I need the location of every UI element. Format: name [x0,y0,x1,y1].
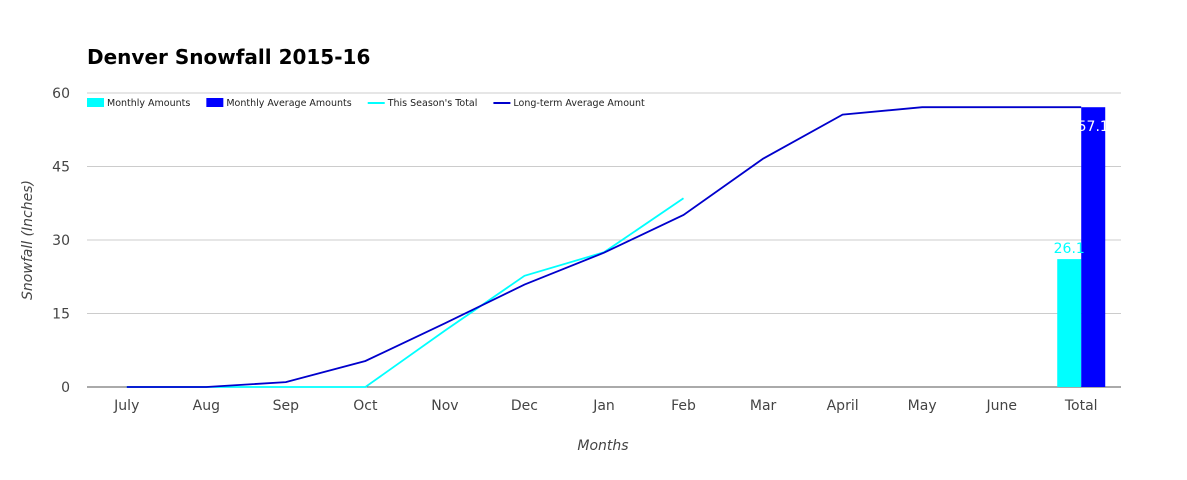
series-line [126,197,685,388]
series-line [126,106,1082,388]
legend-swatch [87,98,104,107]
data-label: 57.1 [1078,119,1109,135]
x-tick-label: June [985,398,1017,414]
gridlines [87,92,1121,388]
bars [1057,107,1106,388]
legend-label: Monthly Average Amounts [226,98,351,109]
legend-swatch [206,98,224,107]
x-axis-ticks: July Aug Sep Oct Nov Dec Jan Feb Mar April May June… [113,398,1097,414]
y-tick-label: 30 [52,233,70,249]
y-tick-label: 60 [52,86,70,102]
legend-label: Long-term Average Amount [513,98,645,109]
x-axis-title: Months [577,438,628,454]
x-tick-label: Jan [592,398,615,414]
data-label: 26.1 [1054,241,1085,257]
x-tick-label: April [827,398,859,414]
legend: Monthly Amounts Monthly Average Amounts Th… [87,98,645,109]
legend-label: Monthly Amounts [107,98,190,109]
x-tick-label: Dec [511,398,538,414]
lines [126,106,1082,388]
x-tick-label: July [113,398,139,414]
x-tick-label: May [908,398,937,414]
x-tick-label: Total [1064,398,1098,414]
data-labels: 26.1 57.1 [1054,119,1109,257]
bar [1081,107,1106,388]
x-tick-label: Oct [353,398,378,414]
x-tick-label: Mar [750,398,777,414]
x-tick-label: Aug [193,398,220,414]
y-axis-title: Snowfall (Inches) [20,180,36,300]
legend-label: This Season's Total [387,98,478,109]
bar [1057,259,1082,387]
x-tick-label: Nov [431,398,458,414]
y-tick-label: 15 [52,307,70,323]
x-tick-label: Feb [671,398,696,414]
y-tick-label: 45 [52,160,70,176]
x-tick-label: Sep [273,398,300,414]
y-tick-label: 0 [61,380,70,396]
y-axis-ticks: 0 15 30 45 60 [52,86,70,396]
chart-title: Denver Snowfall 2015-16 [87,45,370,69]
